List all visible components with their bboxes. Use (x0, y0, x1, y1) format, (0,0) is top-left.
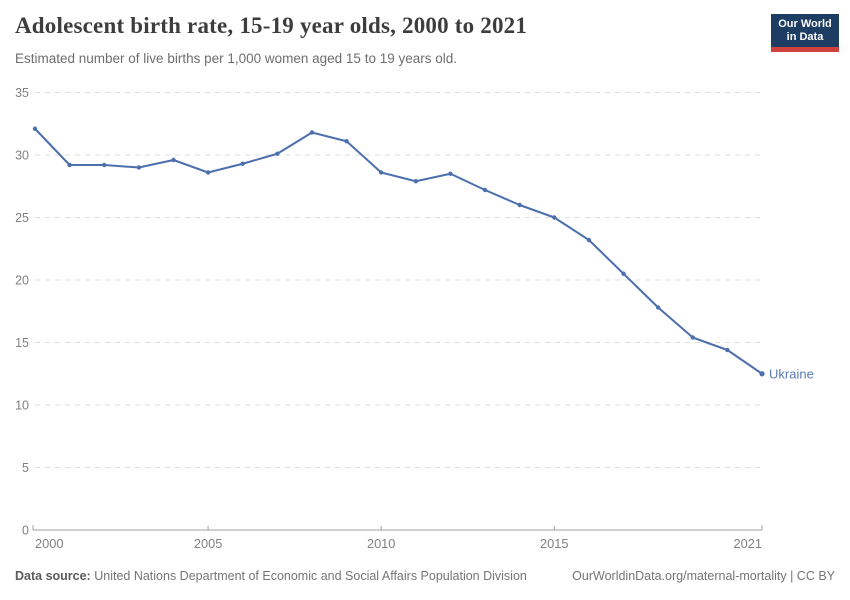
data-point[interactable] (621, 271, 626, 276)
data-point[interactable] (517, 202, 522, 208)
data-point[interactable] (725, 347, 730, 353)
data-line[interactable] (34, 127, 763, 375)
y-tick-label: 30 (15, 149, 29, 163)
data-point[interactable] (759, 371, 765, 377)
y-tick-label: 15 (15, 336, 29, 350)
data-point[interactable] (690, 335, 695, 340)
data-point[interactable] (32, 126, 38, 131)
data-point[interactable] (240, 161, 245, 166)
data-point[interactable] (482, 187, 488, 193)
data-point[interactable] (655, 305, 661, 310)
data-point[interactable] (448, 171, 453, 176)
data-point[interactable] (378, 170, 384, 175)
y-tick-label: 10 (15, 399, 29, 413)
data-source-text: United Nations Department of Economic an… (94, 569, 527, 583)
data-point[interactable] (67, 162, 72, 168)
owid-logo-line2: in Data (786, 31, 824, 43)
x-tick-label: 2005 (194, 536, 222, 551)
data-point[interactable] (413, 179, 419, 184)
y-tick-label: 0 (22, 524, 29, 538)
x-tick-label: 2010 (367, 536, 395, 551)
data-point[interactable] (344, 139, 349, 144)
data-point[interactable] (136, 165, 142, 170)
chart-footer: Data source: United Nations Department o… (15, 569, 835, 583)
data-point[interactable] (102, 162, 107, 168)
data-source-note: Data source: United Nations Department o… (15, 569, 527, 583)
y-tick-label: 35 (15, 86, 29, 100)
data-point[interactable] (171, 157, 176, 163)
x-tick-label: 2021 (734, 536, 762, 551)
data-point[interactable] (275, 151, 280, 156)
chart-subtitle: Estimated number of live births per 1,00… (15, 51, 457, 66)
owid-logo-line1: Our World (778, 18, 832, 30)
data-point[interactable] (586, 237, 592, 243)
x-tick-label: 2015 (540, 536, 568, 551)
data-source-label: Data source: (15, 569, 91, 583)
license-link[interactable]: OurWorldinData.org/maternal-mortality | … (572, 569, 835, 583)
data-point[interactable] (205, 170, 211, 175)
y-tick-label: 25 (15, 211, 29, 225)
x-tick-label: 2000 (35, 536, 63, 551)
chart-title: Adolescent birth rate, 15-19 year olds, … (15, 13, 528, 38)
data-point[interactable] (552, 215, 557, 220)
owid-logo[interactable]: Our World in Data (771, 14, 839, 52)
y-tick-label: 5 (22, 461, 29, 475)
y-tick-label: 20 (15, 274, 29, 288)
data-point[interactable] (309, 130, 315, 135)
entity-label[interactable]: Ukraine (769, 366, 814, 381)
